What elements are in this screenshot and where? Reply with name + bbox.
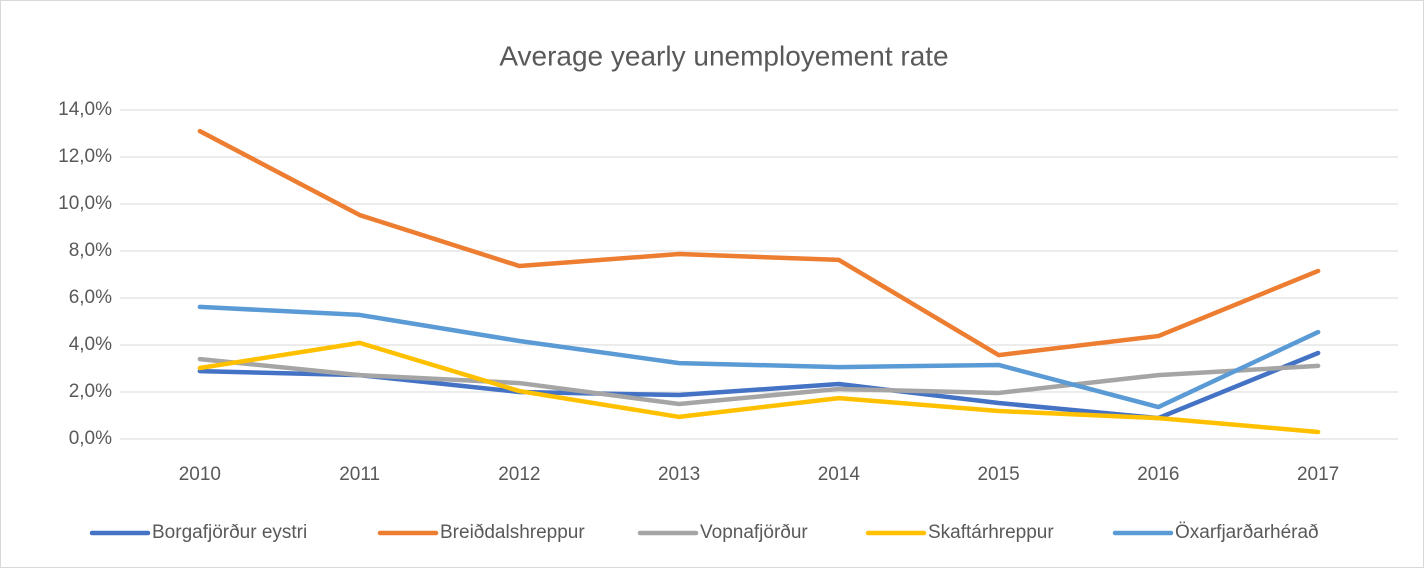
legend-label: Skaftárhreppur: [928, 522, 1054, 543]
series-line: [197, 340, 1321, 435]
y-tick-label: 8,0%: [69, 240, 112, 261]
y-tick-label: 0,0%: [69, 428, 112, 449]
y-tick-label: 2,0%: [69, 381, 112, 402]
legend-label: Öxarfjarðarhérað: [1175, 522, 1319, 543]
series-line: [197, 356, 1321, 407]
x-tick-label: 2011: [339, 464, 380, 485]
x-tick-label: 2012: [498, 464, 540, 485]
y-tick-label: 10,0%: [58, 193, 112, 214]
x-tick-label: 2017: [1297, 464, 1339, 485]
legend-label: Vopnafjörður: [700, 522, 808, 543]
x-tick-label: 2015: [977, 464, 1019, 485]
legend-label: Borgafjörður eystri: [152, 522, 307, 543]
x-tick-label: 2014: [818, 464, 861, 485]
series-line: [197, 304, 1321, 410]
y-tick-label: 14,0%: [58, 99, 112, 120]
legend-label: Breiðdalshreppur: [440, 522, 585, 543]
chart-title: Average yearly unemployement rate: [499, 40, 948, 71]
x-tick-label: 2016: [1137, 464, 1179, 485]
series-line: [197, 128, 1321, 358]
y-tick-label: 4,0%: [69, 334, 112, 355]
y-tick-label: 6,0%: [69, 287, 112, 308]
y-tick-label: 12,0%: [58, 146, 112, 167]
x-tick-label: 2010: [179, 464, 221, 485]
x-tick-label: 2013: [658, 464, 700, 485]
